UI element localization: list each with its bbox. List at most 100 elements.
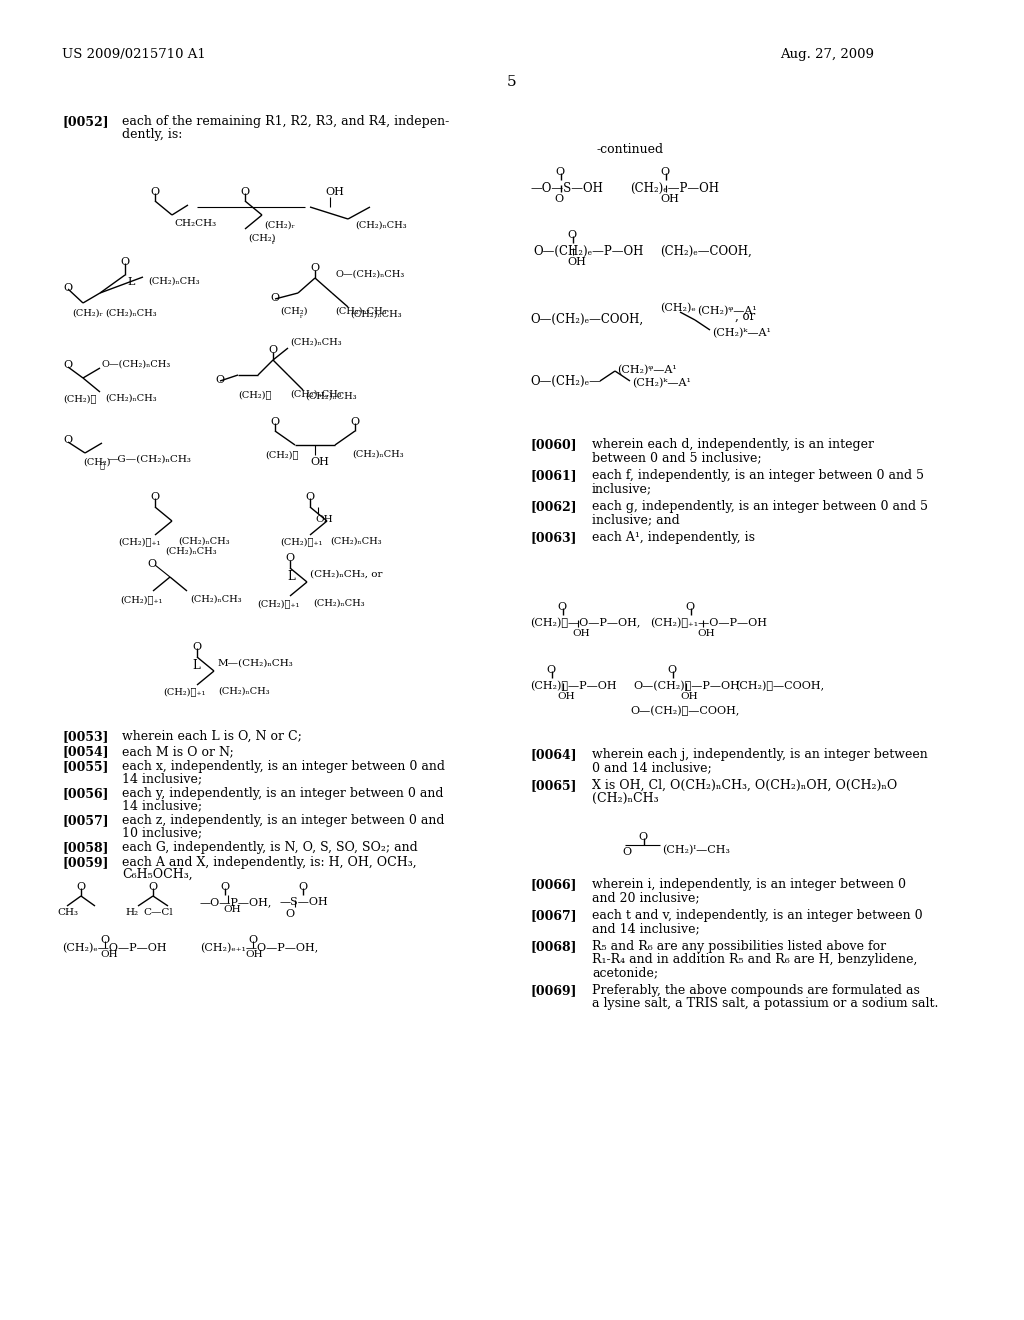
Text: O: O [63, 436, 72, 445]
Text: inclusive; and: inclusive; and [592, 513, 680, 525]
Text: each t and v, independently, is an integer between 0: each t and v, independently, is an integ… [592, 909, 923, 921]
Text: [0062]: [0062] [530, 500, 577, 513]
Text: (CH₂)ₙCH₃: (CH₂)ₙCH₃ [165, 546, 217, 556]
Text: (CH₂)ₙCH₃: (CH₂)ₙCH₃ [350, 310, 401, 319]
Text: (CH₂)ᶓ₊₁: (CH₂)ᶓ₊₁ [257, 599, 299, 609]
Text: L: L [193, 659, 200, 672]
Text: wherein each j, independently, is an integer between: wherein each j, independently, is an int… [592, 748, 928, 762]
Text: (CH₂)ₙCH₃: (CH₂)ₙCH₃ [218, 686, 269, 696]
Text: O: O [220, 882, 229, 892]
Text: (CH₂)ₙCH₃: (CH₂)ₙCH₃ [330, 537, 382, 546]
Text: OH: OH [245, 950, 262, 960]
Text: OH: OH [557, 692, 574, 701]
Text: L: L [127, 277, 134, 286]
Text: each g, independently, is an integer between 0 and 5: each g, independently, is an integer bet… [592, 500, 928, 513]
Text: each of the remaining R1, R2, R3, and R4, indepen-: each of the remaining R1, R2, R3, and R4… [122, 115, 450, 128]
Text: X is OH, Cl, O(CH₂)ₙCH₃, O(CH₂)ₙOH, O(CH₂)ₙO: X is OH, Cl, O(CH₂)ₙCH₃, O(CH₂)ₙOH, O(CH… [592, 779, 897, 792]
Text: (CH₂)ℶ—COOH,: (CH₂)ℶ—COOH, [735, 680, 824, 690]
Text: O: O [685, 602, 694, 612]
Text: ᵣ: ᵣ [272, 238, 275, 246]
Text: and 14 inclusive;: and 14 inclusive; [592, 921, 699, 935]
Text: [0056]: [0056] [62, 787, 109, 800]
Text: each f, independently, is an integer between 0 and 5: each f, independently, is an integer bet… [592, 469, 924, 482]
Text: —O—P—OH,: —O—P—OH, [200, 898, 272, 907]
Text: (CH₂)ᵠ—A¹: (CH₂)ᵠ—A¹ [697, 306, 757, 317]
Text: (CH₂)ₙCH₃: (CH₂)ₙCH₃ [313, 599, 365, 609]
Text: C—Cl: C—Cl [143, 908, 173, 917]
Text: O: O [270, 293, 280, 304]
Text: (CH₂)ₙCH₃, or: (CH₂)ₙCH₃, or [310, 570, 383, 579]
Text: O: O [270, 417, 280, 426]
Text: (CH₂)ₙCH₃: (CH₂)ₙCH₃ [352, 450, 403, 459]
Text: each x, independently, is an integer between 0 and: each x, independently, is an integer bet… [122, 760, 445, 774]
Text: O: O [240, 187, 249, 197]
Text: O: O [147, 558, 156, 569]
Text: O: O [667, 665, 676, 675]
Text: (CH₂)ₙCH₃: (CH₂)ₙCH₃ [335, 308, 387, 315]
Text: (CH₂)ᶓ: (CH₂)ᶓ [63, 393, 96, 403]
Text: (CH₂)ᶓ: (CH₂)ᶓ [265, 450, 298, 459]
Text: [0066]: [0066] [530, 878, 577, 891]
Text: O: O [305, 492, 314, 502]
Text: O: O [63, 360, 72, 370]
Text: —O—S—OH: —O—S—OH [530, 182, 603, 195]
Text: ᶓ: ᶓ [100, 462, 105, 470]
Text: each z, independently, is an integer between 0 and: each z, independently, is an integer bet… [122, 814, 444, 828]
Text: O: O [638, 832, 647, 842]
Text: O: O [268, 345, 278, 355]
Text: [0060]: [0060] [530, 438, 577, 451]
Text: inclusive;: inclusive; [592, 482, 652, 495]
Text: (CH₂)ₑ—P—OH: (CH₂)ₑ—P—OH [630, 182, 719, 195]
Text: O: O [193, 642, 201, 652]
Text: [0061]: [0061] [530, 469, 577, 482]
Text: and 20 inclusive;: and 20 inclusive; [592, 891, 699, 904]
Text: O: O [555, 168, 564, 177]
Text: Aug. 27, 2009: Aug. 27, 2009 [780, 48, 874, 61]
Text: 0 and 14 inclusive;: 0 and 14 inclusive; [592, 762, 712, 774]
Text: OH: OH [697, 630, 715, 638]
Text: [0057]: [0057] [62, 814, 109, 828]
Text: C₆H₅OCH₃,: C₆H₅OCH₃, [122, 869, 193, 880]
Text: O: O [120, 257, 129, 267]
Text: OH: OH [325, 187, 344, 197]
Text: (CH₂)ᵏ—A¹: (CH₂)ᵏ—A¹ [712, 327, 771, 338]
Text: (CH₂)ₙCH₃: (CH₂)ₙCH₃ [105, 393, 157, 403]
Text: O: O [557, 602, 566, 612]
Text: US 2009/0215710 A1: US 2009/0215710 A1 [62, 48, 206, 61]
Text: 5: 5 [507, 75, 517, 88]
Text: (CH₂)ₑ—COOH,: (CH₂)ₑ—COOH, [660, 246, 752, 257]
Text: dently, is:: dently, is: [122, 128, 182, 141]
Text: O: O [150, 187, 159, 197]
Text: R₁-R₄ and in addition R₅ and R₆ are H, benzylidene,: R₁-R₄ and in addition R₅ and R₆ are H, b… [592, 953, 918, 966]
Text: [0067]: [0067] [530, 909, 577, 921]
Text: OH: OH [223, 906, 241, 913]
Text: -continued: -continued [596, 143, 664, 156]
Text: (CH₂): (CH₂) [248, 234, 275, 243]
Text: (CH₂)ₑ: (CH₂)ₑ [660, 304, 695, 313]
Text: OH: OH [567, 257, 586, 267]
Text: O—(CH₂)ₙCH₃: O—(CH₂)ₙCH₃ [335, 271, 404, 279]
Text: [0068]: [0068] [530, 940, 577, 953]
Text: O: O [350, 417, 359, 426]
Text: O—(CH₂)ₑ—COOH,: O—(CH₂)ₑ—COOH, [530, 313, 643, 326]
Text: O: O [622, 847, 631, 857]
Text: wherein i, independently, is an integer between 0: wherein i, independently, is an integer … [592, 878, 906, 891]
Text: O—(CH₂)ℶ—P—OH: O—(CH₂)ℶ—P—OH [633, 680, 740, 690]
Text: L: L [287, 570, 295, 583]
Text: [0065]: [0065] [530, 779, 577, 792]
Text: (CH₂)ℶ₊₁—O—P—OH: (CH₂)ℶ₊₁—O—P—OH [650, 616, 767, 627]
Text: (CH₂)ᶓ₊₁: (CH₂)ᶓ₊₁ [163, 686, 206, 696]
Text: O: O [215, 375, 224, 385]
Text: O—(CH₂)ℶ—COOH,: O—(CH₂)ℶ—COOH, [630, 705, 739, 715]
Text: O: O [76, 882, 85, 892]
Text: (CH₂)ₙCH₃: (CH₂)ₙCH₃ [290, 389, 342, 399]
Text: ᵣ: ᵣ [300, 312, 303, 319]
Text: H₂: H₂ [125, 908, 138, 917]
Text: 10 inclusive;: 10 inclusive; [122, 826, 202, 840]
Text: [0063]: [0063] [530, 531, 577, 544]
Text: O: O [150, 492, 159, 502]
Text: (CH₂)ₙCH₃: (CH₂)ₙCH₃ [305, 392, 356, 401]
Text: (CH₂)ᵏ—A¹: (CH₂)ᵏ—A¹ [632, 378, 691, 388]
Text: 14 inclusive;: 14 inclusive; [122, 772, 202, 785]
Text: [0053]: [0053] [62, 730, 109, 743]
